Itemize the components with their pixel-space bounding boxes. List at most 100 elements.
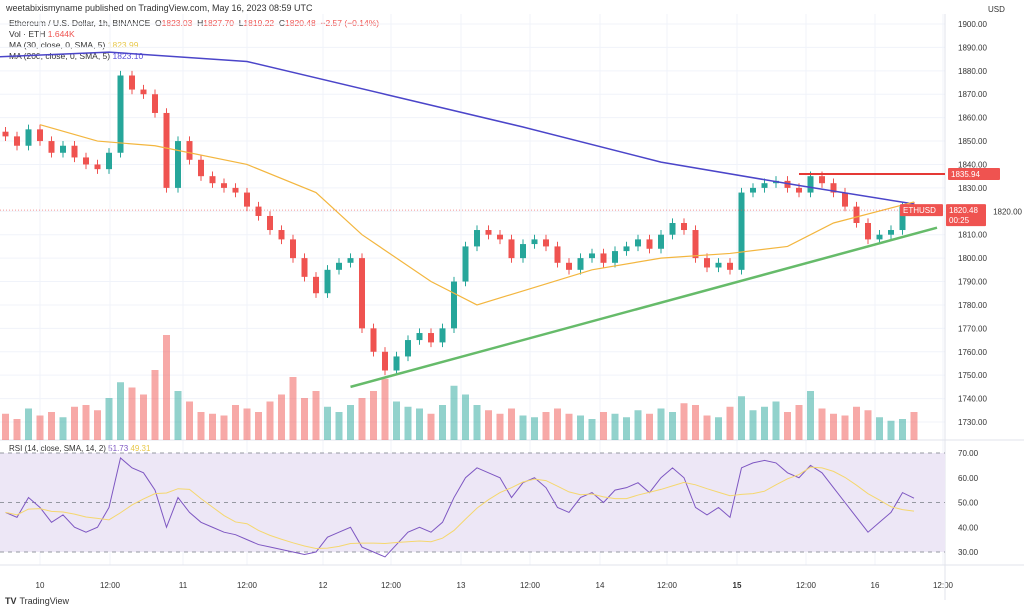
- volume-bar: [427, 413, 435, 440]
- candle-body: [784, 180, 791, 188]
- candle-body: [60, 145, 66, 153]
- volume-bar: [577, 415, 584, 440]
- volume-bar: [243, 408, 251, 440]
- candle-body: [738, 192, 745, 270]
- candle-body: [750, 187, 756, 193]
- volume-bar: [197, 412, 205, 440]
- currency-label: USD: [988, 5, 1005, 14]
- candle-body: [669, 223, 676, 235]
- candle-body: [393, 356, 400, 371]
- candle-body: [278, 230, 285, 240]
- time-tick-label: 16: [871, 581, 880, 590]
- rsi-tick-label: 30.00: [958, 548, 979, 557]
- volume-bar: [795, 405, 803, 440]
- time-tick-label: 11: [179, 581, 188, 590]
- volume-bar: [59, 417, 67, 440]
- candle-body: [508, 239, 515, 259]
- volume-bar: [220, 415, 228, 440]
- candle-body: [370, 328, 377, 352]
- volume-bar: [807, 391, 814, 440]
- last-price-tag-bg: [946, 204, 986, 227]
- volume-bar: [25, 408, 32, 440]
- candle-body: [347, 258, 354, 263]
- volume-bar: [416, 408, 423, 440]
- time-tick-label: 12:00: [520, 581, 541, 590]
- candle-body: [2, 131, 9, 137]
- symbol-title: Ethereum / U.S. Dollar, 1h, BINANCE: [9, 18, 151, 28]
- volume-bar: [738, 396, 745, 440]
- candle-body: [761, 183, 768, 188]
- time-tick-label: 14: [596, 581, 605, 590]
- volume-bar: [726, 406, 734, 440]
- volume-bar: [784, 412, 791, 440]
- candle-body: [497, 234, 503, 240]
- volume-bar: [554, 408, 561, 440]
- ma30-label: MA (30, close, 0, SMA, 5): [9, 40, 106, 50]
- rsi-legend: RSI (14, close, SMA, 14, 2) 51.73 49.31: [9, 444, 150, 453]
- volume-bar: [140, 394, 147, 440]
- time-tick-label: 15: [733, 581, 742, 590]
- volume-bar: [128, 387, 136, 440]
- volume-bar: [496, 413, 504, 440]
- volume-bar: [255, 412, 262, 440]
- volume-bar: [841, 415, 849, 440]
- volume-bar: [485, 410, 492, 440]
- ma200-line: MA (200, close, 0, SMA, 5) 1823.10: [9, 51, 379, 62]
- candle-body: [462, 246, 469, 282]
- candle-body: [209, 176, 216, 184]
- volume-bar: [312, 391, 320, 440]
- volume-bar: [278, 394, 285, 440]
- price-tick-label: 1850.00: [958, 137, 987, 146]
- candle-body: [382, 351, 388, 371]
- candle-body: [658, 234, 664, 249]
- volume-line: Vol · ETH 1.644K: [9, 29, 379, 40]
- candle-body: [416, 333, 423, 341]
- candle-body: [152, 94, 158, 113]
- volume-bar: [404, 406, 412, 440]
- candle-body: [853, 206, 860, 223]
- candle-body: [520, 244, 526, 259]
- volume-bar: [542, 412, 550, 440]
- candle-body: [704, 258, 710, 268]
- candle-body: [474, 230, 480, 247]
- volume-bar: [772, 401, 780, 440]
- candle-body: [71, 145, 78, 158]
- candle-body: [577, 258, 584, 270]
- symbol-tag: ETHUSD: [903, 206, 936, 215]
- l-label: L: [238, 18, 244, 28]
- candle-body: [899, 206, 906, 231]
- tradingview-logo: TV TradingView: [5, 596, 69, 606]
- volume-bar: [669, 412, 676, 440]
- candle-body: [232, 187, 239, 193]
- price-tick-label: 1790.00: [958, 278, 987, 287]
- last-price-tag: 00:25: [949, 216, 970, 225]
- volume-bar: [462, 394, 469, 440]
- volume-bar: [715, 417, 722, 440]
- volume-bar: [818, 408, 826, 440]
- candle-body: [221, 183, 227, 188]
- candle-body: [589, 253, 595, 259]
- price-tick-label: 1750.00: [958, 371, 987, 380]
- vol-value: 1.644K: [47, 29, 75, 39]
- volume-bar: [335, 412, 343, 440]
- time-tick-label: 13: [457, 581, 466, 590]
- price-tick-label: 1880.00: [958, 67, 987, 76]
- volume-bar: [36, 415, 44, 440]
- rsi-value: 51.73: [108, 444, 129, 453]
- candle-body: [635, 239, 641, 247]
- rsi-line: [5, 457, 915, 558]
- rsi-tick-label: 60.00: [958, 474, 979, 483]
- volume-bar: [370, 391, 377, 440]
- candle-body: [129, 75, 135, 90]
- level-price-tag-bg: [948, 167, 1000, 180]
- rsi-ma-value: 49.31: [130, 444, 151, 453]
- candle-body: [681, 223, 687, 231]
- c-label: C: [278, 18, 286, 28]
- volume-bar: [508, 408, 515, 440]
- candle-body: [543, 239, 549, 247]
- rsi-ma-line: [5, 466, 915, 549]
- volume-bar: [151, 370, 159, 440]
- volume-bar: [209, 413, 216, 440]
- candle-body: [336, 262, 342, 270]
